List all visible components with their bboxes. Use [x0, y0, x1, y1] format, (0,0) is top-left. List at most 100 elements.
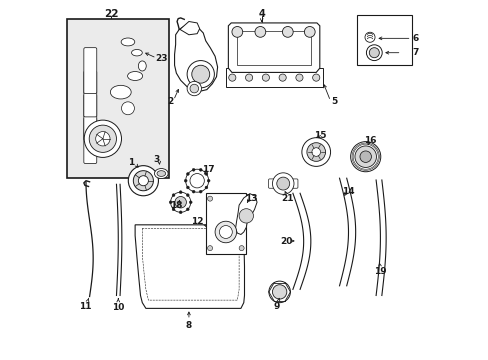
Circle shape	[186, 172, 189, 175]
Circle shape	[204, 172, 207, 175]
Text: 7: 7	[412, 48, 418, 57]
Circle shape	[204, 186, 207, 189]
Circle shape	[192, 190, 195, 193]
Circle shape	[282, 27, 293, 37]
Polygon shape	[135, 225, 244, 309]
Bar	[225, 68, 322, 87]
Ellipse shape	[110, 85, 131, 99]
Circle shape	[175, 197, 186, 208]
Circle shape	[239, 209, 253, 223]
Text: 12: 12	[190, 217, 203, 226]
Ellipse shape	[127, 72, 142, 81]
Circle shape	[295, 74, 303, 81]
Polygon shape	[228, 23, 319, 72]
Circle shape	[268, 281, 290, 303]
Circle shape	[207, 196, 212, 201]
Circle shape	[272, 173, 293, 194]
Text: 5: 5	[331, 97, 337, 106]
Circle shape	[186, 208, 189, 211]
FancyBboxPatch shape	[268, 179, 297, 188]
Ellipse shape	[138, 61, 146, 71]
Circle shape	[312, 74, 319, 81]
Ellipse shape	[121, 38, 135, 46]
Text: 1: 1	[128, 158, 134, 167]
Circle shape	[185, 169, 208, 192]
Circle shape	[368, 48, 379, 58]
Text: 19: 19	[373, 267, 386, 276]
Text: 16: 16	[363, 136, 375, 145]
Text: 20: 20	[280, 237, 292, 246]
Circle shape	[96, 132, 110, 146]
Circle shape	[190, 84, 198, 93]
Circle shape	[186, 194, 189, 197]
Circle shape	[192, 168, 195, 171]
Text: 8: 8	[185, 321, 192, 330]
FancyBboxPatch shape	[83, 48, 97, 94]
Circle shape	[245, 74, 252, 81]
Circle shape	[179, 191, 182, 194]
Text: 14: 14	[342, 187, 354, 196]
Circle shape	[239, 246, 244, 251]
Text: 6: 6	[412, 34, 418, 43]
Text: 11: 11	[79, 302, 91, 311]
Polygon shape	[235, 194, 257, 234]
Circle shape	[187, 81, 201, 96]
Circle shape	[189, 201, 192, 204]
Circle shape	[276, 177, 289, 190]
Circle shape	[172, 194, 175, 197]
Circle shape	[199, 190, 202, 193]
Circle shape	[190, 174, 204, 188]
Bar	[205, 193, 245, 253]
Circle shape	[359, 151, 371, 162]
Text: 15: 15	[313, 131, 325, 140]
Ellipse shape	[157, 171, 165, 176]
Text: 22: 22	[103, 9, 118, 19]
Circle shape	[207, 246, 212, 251]
Text: 3: 3	[153, 155, 160, 164]
Bar	[357, 15, 411, 64]
Circle shape	[228, 74, 235, 81]
Circle shape	[207, 179, 210, 182]
Circle shape	[191, 65, 209, 83]
Circle shape	[170, 192, 190, 212]
Circle shape	[364, 32, 374, 42]
Circle shape	[254, 27, 265, 37]
Circle shape	[138, 176, 148, 186]
Circle shape	[366, 45, 382, 60]
Circle shape	[121, 102, 134, 115]
Polygon shape	[174, 24, 217, 91]
Circle shape	[186, 186, 189, 189]
Text: 2: 2	[166, 97, 173, 106]
Polygon shape	[180, 22, 199, 35]
Text: 18: 18	[170, 201, 182, 210]
Circle shape	[172, 208, 175, 211]
Text: 23: 23	[155, 54, 167, 63]
Text: 10: 10	[112, 303, 124, 312]
Circle shape	[215, 221, 236, 243]
Circle shape	[311, 148, 320, 156]
Circle shape	[304, 27, 314, 37]
Circle shape	[84, 120, 121, 157]
Circle shape	[354, 146, 376, 167]
Circle shape	[184, 179, 187, 182]
Circle shape	[219, 226, 232, 238]
Circle shape	[187, 60, 214, 88]
Circle shape	[272, 285, 286, 299]
Text: 13: 13	[244, 194, 257, 203]
Circle shape	[301, 138, 330, 166]
Text: 21: 21	[281, 194, 293, 203]
Circle shape	[231, 27, 242, 37]
FancyBboxPatch shape	[83, 118, 97, 163]
Circle shape	[306, 143, 325, 161]
FancyBboxPatch shape	[83, 94, 97, 140]
Text: 17: 17	[202, 166, 215, 175]
Circle shape	[89, 125, 116, 152]
Circle shape	[279, 74, 285, 81]
Circle shape	[169, 201, 172, 204]
Circle shape	[199, 168, 202, 171]
Text: 4: 4	[258, 9, 264, 19]
Circle shape	[133, 171, 153, 191]
FancyBboxPatch shape	[83, 71, 97, 117]
Circle shape	[179, 211, 182, 214]
Bar	[237, 31, 310, 64]
